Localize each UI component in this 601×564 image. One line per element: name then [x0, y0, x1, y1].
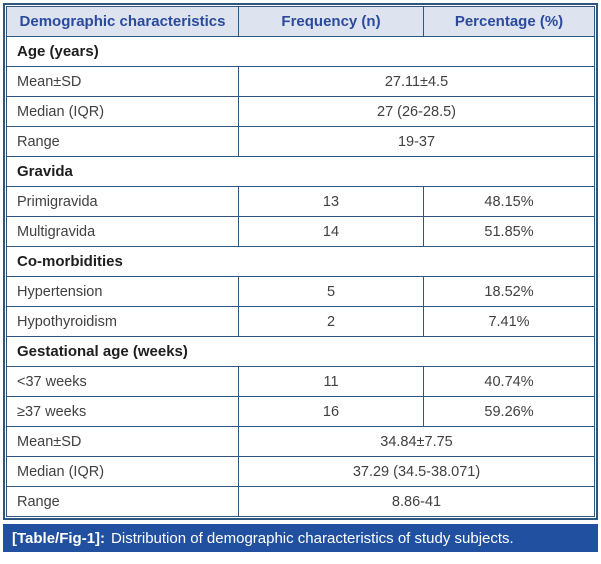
- row-value: 8.86-41: [238, 486, 595, 517]
- row-frequency: 5: [238, 276, 424, 307]
- row-label: Multigravida: [6, 216, 239, 247]
- table-row: <37 weeks 11 40.74%: [6, 366, 595, 397]
- row-label: Mean±SD: [6, 66, 239, 97]
- section-row: Co-morbidities: [6, 246, 595, 277]
- row-label: Median (IQR): [6, 96, 239, 127]
- caption-text: Distribution of demographic characterist…: [111, 529, 514, 547]
- row-value: 19-37: [238, 126, 595, 157]
- row-percentage: 59.26%: [423, 396, 595, 427]
- caption-tag: [Table/Fig-1]:: [12, 529, 106, 547]
- row-label: Range: [6, 126, 239, 157]
- table-row: Mean±SD 34.84±7.75: [6, 426, 595, 457]
- row-frequency: 16: [238, 396, 424, 427]
- row-percentage: 48.15%: [423, 186, 595, 217]
- section-row: Gestational age (weeks): [6, 336, 595, 367]
- row-percentage: 18.52%: [423, 276, 595, 307]
- table-row: Median (IQR) 27 (26-28.5): [6, 96, 595, 127]
- table-row: Mean±SD 27.11±4.5: [6, 66, 595, 97]
- row-percentage: 51.85%: [423, 216, 595, 247]
- row-value: 37.29 (34.5-38.071): [238, 456, 595, 487]
- section-label: Co-morbidities: [6, 246, 595, 277]
- row-label: Mean±SD: [6, 426, 239, 457]
- table-row: Range 8.86-41: [6, 486, 595, 517]
- table-row: Primigravida 13 48.15%: [6, 186, 595, 217]
- row-frequency: 14: [238, 216, 424, 247]
- row-label: Hypertension: [6, 276, 239, 307]
- col-header-frequency: Frequency (n): [238, 6, 424, 37]
- row-label: Hypothyroidism: [6, 306, 239, 337]
- row-label: Range: [6, 486, 239, 517]
- table-border: Demographic characteristics Frequency (n…: [3, 3, 598, 520]
- row-value: 27 (26-28.5): [238, 96, 595, 127]
- row-frequency: 11: [238, 366, 424, 397]
- table-row: ≥37 weeks 16 59.26%: [6, 396, 595, 427]
- table-row: Multigravida 14 51.85%: [6, 216, 595, 247]
- table-row: Median (IQR) 37.29 (34.5-38.071): [6, 456, 595, 487]
- row-frequency: 2: [238, 306, 424, 337]
- row-percentage: 40.74%: [423, 366, 595, 397]
- section-label: Gestational age (weeks): [6, 336, 595, 367]
- row-label: Median (IQR): [6, 456, 239, 487]
- table-body: Age (years) Mean±SD 27.11±4.5 Median (IQR) 2…: [6, 36, 595, 517]
- col-header-characteristics: Demographic characteristics: [6, 6, 239, 37]
- table-row: Hypertension 5 18.52%: [6, 276, 595, 307]
- row-label: ≥37 weeks: [6, 396, 239, 427]
- table-row: Range 19-37: [6, 126, 595, 157]
- demographics-table: Demographic characteristics Frequency (n…: [6, 6, 595, 517]
- section-label: Age (years): [6, 36, 595, 67]
- table-row: Hypothyroidism 2 7.41%: [6, 306, 595, 337]
- row-value: 27.11±4.5: [238, 66, 595, 97]
- section-row: Age (years): [6, 36, 595, 67]
- row-label: Primigravida: [6, 186, 239, 217]
- table-caption: [Table/Fig-1]: Distribution of demograph…: [3, 524, 598, 552]
- row-label: <37 weeks: [6, 366, 239, 397]
- section-row: Gravida: [6, 156, 595, 187]
- header-row: Demographic characteristics Frequency (n…: [6, 6, 595, 37]
- section-label: Gravida: [6, 156, 595, 187]
- row-percentage: 7.41%: [423, 306, 595, 337]
- row-frequency: 13: [238, 186, 424, 217]
- col-header-percentage: Percentage (%): [423, 6, 595, 37]
- row-value: 34.84±7.75: [238, 426, 595, 457]
